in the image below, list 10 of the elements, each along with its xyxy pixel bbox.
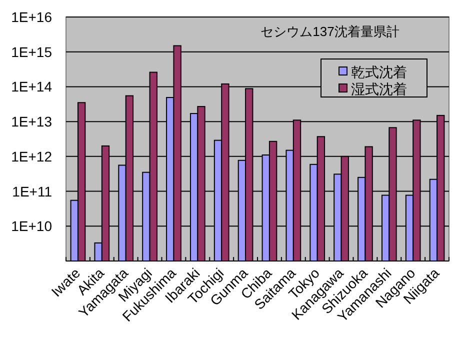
y-tick-label: 1E+10 — [11, 218, 52, 234]
legend-label: 湿式沈着 — [351, 81, 407, 97]
y-tick-label: 1E+14 — [11, 78, 52, 95]
legend-label: 乾式沈着 — [351, 64, 407, 80]
y-tick-label: 1E+15 — [11, 44, 52, 60]
y-tick-label: 1E+12 — [11, 148, 52, 164]
y-tick-label: 1E+11 — [12, 183, 52, 200]
text: セシウム137沈着量県計 — [260, 24, 400, 39]
y-tick-label: 1E+13 — [11, 114, 52, 130]
y-tick-label: 1E+16 — [11, 9, 52, 25]
